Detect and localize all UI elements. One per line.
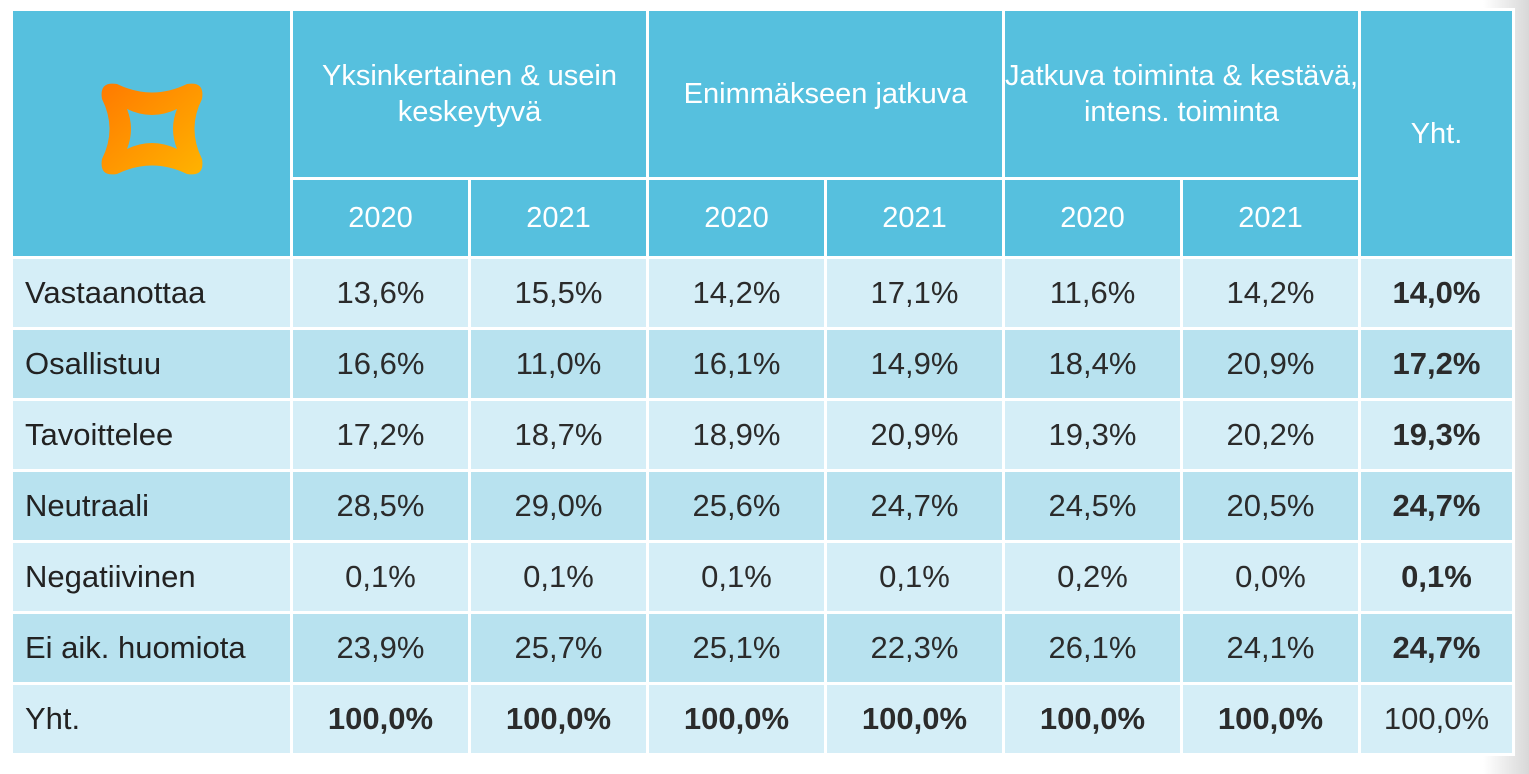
row: Yht. 100,0% 100,0% 100,0% 100,0% 100,0% 100,0%…	[10, 682, 1515, 756]
table: Yksinkertainen & usein keskeytyvä Enimmäk…	[10, 8, 1515, 756]
cell: 14,9%	[824, 327, 1005, 401]
cell: 25,1%	[646, 611, 827, 685]
cell: 29,0%	[468, 469, 649, 543]
group-header: Enimmäkseen jatkuva	[646, 8, 1005, 180]
cell: 0,1%	[824, 540, 1005, 614]
cell: 18,4%	[1002, 327, 1183, 401]
year-header: 2021	[824, 177, 1005, 259]
cell: 0,1%	[468, 540, 649, 614]
row: Tavoittelee 17,2% 18,7% 18,9% 20,9% 19,3% 20,2…	[10, 398, 1515, 472]
row-label: Osallistuu	[10, 327, 293, 401]
total-cell: 24,7%	[1358, 611, 1515, 685]
total-cell: 24,7%	[1358, 469, 1515, 543]
cell: 25,7%	[468, 611, 649, 685]
row-label: Negatiivinen	[10, 540, 293, 614]
cell: 16,1%	[646, 327, 827, 401]
cell: 0,2%	[1002, 540, 1183, 614]
cell: 100,0%	[290, 682, 471, 756]
cell: 24,7%	[824, 469, 1005, 543]
cell: 100,0%	[824, 682, 1005, 756]
logo-cell	[10, 8, 293, 259]
cell: 25,6%	[646, 469, 827, 543]
row: Osallistuu 16,6% 11,0% 16,1% 14,9% 18,4% 20,9%…	[10, 327, 1515, 401]
year-header: 2020	[290, 177, 471, 259]
year-header: 2020	[646, 177, 827, 259]
year-header: 2021	[1180, 177, 1361, 259]
group-header: Yksinkertainen & usein keskeytyvä	[290, 8, 649, 180]
cell: 18,9%	[646, 398, 827, 472]
cell: 24,1%	[1180, 611, 1361, 685]
row-label: Yht.	[10, 682, 293, 756]
cell: 100,0%	[646, 682, 827, 756]
cell: 20,9%	[824, 398, 1005, 472]
cell: 0,1%	[290, 540, 471, 614]
cell: 15,5%	[468, 256, 649, 330]
year-header: 2020	[1002, 177, 1183, 259]
cell: 24,5%	[1002, 469, 1183, 543]
row-label: Tavoittelee	[10, 398, 293, 472]
total-cell: 0,1%	[1358, 540, 1515, 614]
cell: 16,6%	[290, 327, 471, 401]
total-cell: 19,3%	[1358, 398, 1515, 472]
cell: 17,2%	[290, 398, 471, 472]
row: Neutraali 28,5% 29,0% 25,6% 24,7% 24,5% 20,5% 2…	[10, 469, 1515, 543]
cell: 14,2%	[646, 256, 827, 330]
row: Vastaanottaa 13,6% 15,5% 14,2% 17,1% 11,6% 14,…	[10, 256, 1515, 330]
cell: 17,1%	[824, 256, 1005, 330]
cell: 0,1%	[646, 540, 827, 614]
row-label: Ei aik. huomiota	[10, 611, 293, 685]
cell: 20,2%	[1180, 398, 1361, 472]
cell: 19,3%	[1002, 398, 1183, 472]
cell: 14,2%	[1180, 256, 1361, 330]
group-header: Jatkuva toiminta & kestävä, intens. toim…	[1002, 8, 1361, 180]
row-label: Vastaanottaa	[10, 256, 293, 330]
total-header: Yht.	[1358, 8, 1515, 259]
cell: 22,3%	[824, 611, 1005, 685]
total-cell: 14,0%	[1358, 256, 1515, 330]
cell: 26,1%	[1002, 611, 1183, 685]
cell: 100,0%	[1180, 682, 1361, 756]
table-wrap: Yksinkertainen & usein keskeytyvä Enimmäk…	[10, 8, 1515, 756]
cell: 18,7%	[468, 398, 649, 472]
cell: 23,9%	[290, 611, 471, 685]
total-cell: 17,2%	[1358, 327, 1515, 401]
total-cell: 100,0%	[1358, 682, 1515, 756]
cell: 0,0%	[1180, 540, 1361, 614]
year-header: 2021	[468, 177, 649, 259]
cell: 20,5%	[1180, 469, 1361, 543]
cell: 100,0%	[1002, 682, 1183, 756]
row: Negatiivinen 0,1% 0,1% 0,1% 0,1% 0,2% 0,0% 0,1%	[10, 540, 1515, 614]
cell: 11,0%	[468, 327, 649, 401]
cell: 20,9%	[1180, 327, 1361, 401]
logo	[101, 83, 202, 175]
row-label: Neutraali	[10, 469, 293, 543]
cell: 100,0%	[468, 682, 649, 756]
row: Ei aik. huomiota 23,9% 25,7% 25,1% 22,3% 26,1…	[10, 611, 1515, 685]
cell: 13,6%	[290, 256, 471, 330]
cell: 28,5%	[290, 469, 471, 543]
cell: 11,6%	[1002, 256, 1183, 330]
